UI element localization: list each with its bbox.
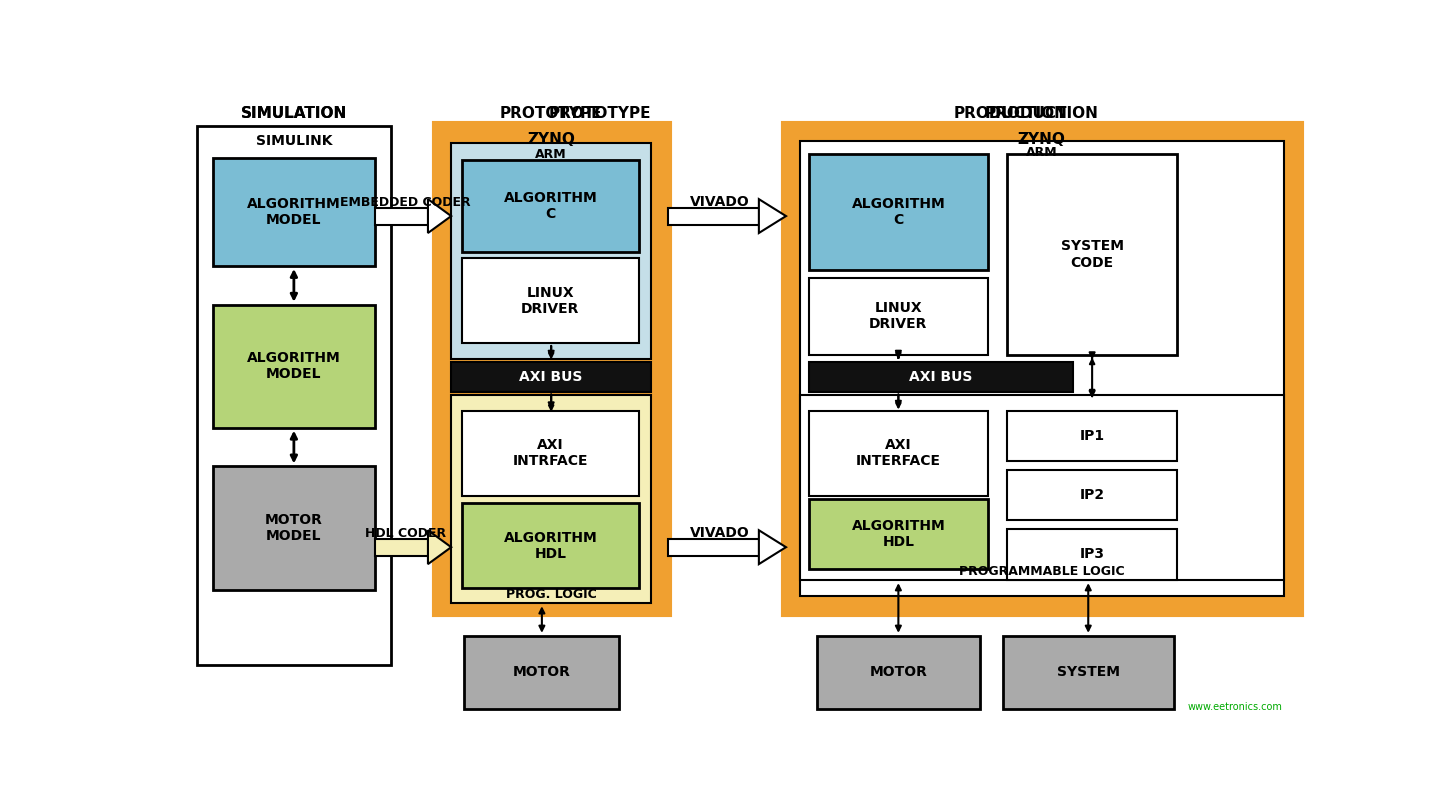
Text: SYSTEM: SYSTEM [1057, 665, 1119, 679]
Text: VIVADO: VIVADO [690, 526, 749, 540]
Polygon shape [428, 199, 452, 233]
Text: IP1: IP1 [1080, 429, 1105, 443]
Text: VIVADO: VIVADO [690, 195, 749, 210]
Text: MOTOR
MODEL: MOTOR MODEL [264, 513, 322, 543]
Polygon shape [759, 199, 786, 233]
Bar [668, 538, 762, 555]
Text: ALGORITHM
HDL: ALGORITHM HDL [504, 530, 597, 561]
Text: IP3: IP3 [1080, 547, 1105, 562]
Text: SIMULATION: SIMULATION [241, 106, 347, 121]
Bar [809, 411, 987, 496]
Bar [375, 208, 431, 225]
Text: ALGORITHM
MODEL: ALGORITHM MODEL [247, 351, 341, 381]
Bar [462, 411, 639, 496]
Text: PROTOTYPE: PROTOTYPE [499, 106, 603, 121]
Bar [212, 467, 375, 589]
Text: AXI BUS: AXI BUS [909, 370, 973, 384]
Bar [800, 396, 1284, 580]
Bar [809, 155, 987, 270]
Text: ALGORITHM
C: ALGORITHM C [504, 191, 597, 221]
Text: PROGRAMMABLE LOGIC: PROGRAMMABLE LOGIC [958, 564, 1124, 578]
Text: AXI
INTRFACE: AXI INTRFACE [513, 438, 588, 468]
Bar [452, 396, 650, 604]
Text: PRODUCTION: PRODUCTION [954, 106, 1067, 121]
Bar [800, 141, 1284, 596]
Bar [1006, 411, 1178, 461]
Bar [786, 126, 1298, 611]
Text: AXI BUS: AXI BUS [520, 370, 582, 384]
Text: ALGORITHM
HDL: ALGORITHM HDL [851, 519, 945, 549]
Bar [437, 126, 666, 611]
Polygon shape [428, 530, 452, 564]
Bar [452, 363, 650, 392]
Text: LINUX
DRIVER: LINUX DRIVER [870, 301, 928, 331]
Text: AXI
INTERFACE: AXI INTERFACE [855, 438, 941, 468]
Text: PRODUCTION: PRODUCTION [984, 106, 1099, 121]
Bar [1006, 530, 1178, 580]
Bar [212, 305, 375, 428]
Text: www.eetronics.com: www.eetronics.com [1188, 701, 1284, 712]
Bar [1006, 470, 1178, 520]
Text: ZYNQ: ZYNQ [527, 132, 575, 147]
Bar [375, 538, 431, 555]
Bar [212, 158, 375, 266]
Bar [809, 278, 987, 355]
Bar [452, 143, 650, 359]
Bar [437, 126, 666, 611]
Text: SIMULATION: SIMULATION [241, 106, 347, 121]
Text: ZYNQ: ZYNQ [1018, 132, 1066, 147]
Bar [462, 259, 639, 343]
Bar [817, 636, 980, 708]
Bar [809, 363, 1073, 392]
Bar [197, 126, 391, 665]
Text: PROTOTYPE: PROTOTYPE [549, 106, 652, 121]
Text: MOTOR: MOTOR [513, 665, 571, 679]
Bar [786, 126, 1298, 611]
Bar [462, 160, 639, 252]
Text: HDL CODER: HDL CODER [364, 527, 446, 540]
Text: SYSTEM
CODE: SYSTEM CODE [1060, 239, 1124, 270]
Text: LINUX
DRIVER: LINUX DRIVER [521, 285, 579, 316]
Text: IP2: IP2 [1080, 488, 1105, 502]
Text: ALGORITHM
C: ALGORITHM C [851, 197, 945, 227]
Bar [1003, 636, 1173, 708]
Text: PROG. LOGIC: PROG. LOGIC [505, 588, 597, 600]
Bar [1006, 155, 1178, 355]
Bar [465, 636, 620, 708]
Text: SIMULINK: SIMULINK [256, 135, 333, 148]
Text: ARM: ARM [536, 148, 566, 161]
Text: ARM: ARM [1027, 147, 1057, 160]
Bar [668, 208, 762, 225]
Text: ALGORITHM
MODEL: ALGORITHM MODEL [247, 197, 341, 227]
Text: MOTOR: MOTOR [870, 665, 928, 679]
Bar [809, 500, 987, 569]
Text: EMBEDDED CODER: EMBEDDED CODER [340, 196, 470, 209]
Bar [462, 503, 639, 588]
Polygon shape [759, 530, 786, 564]
